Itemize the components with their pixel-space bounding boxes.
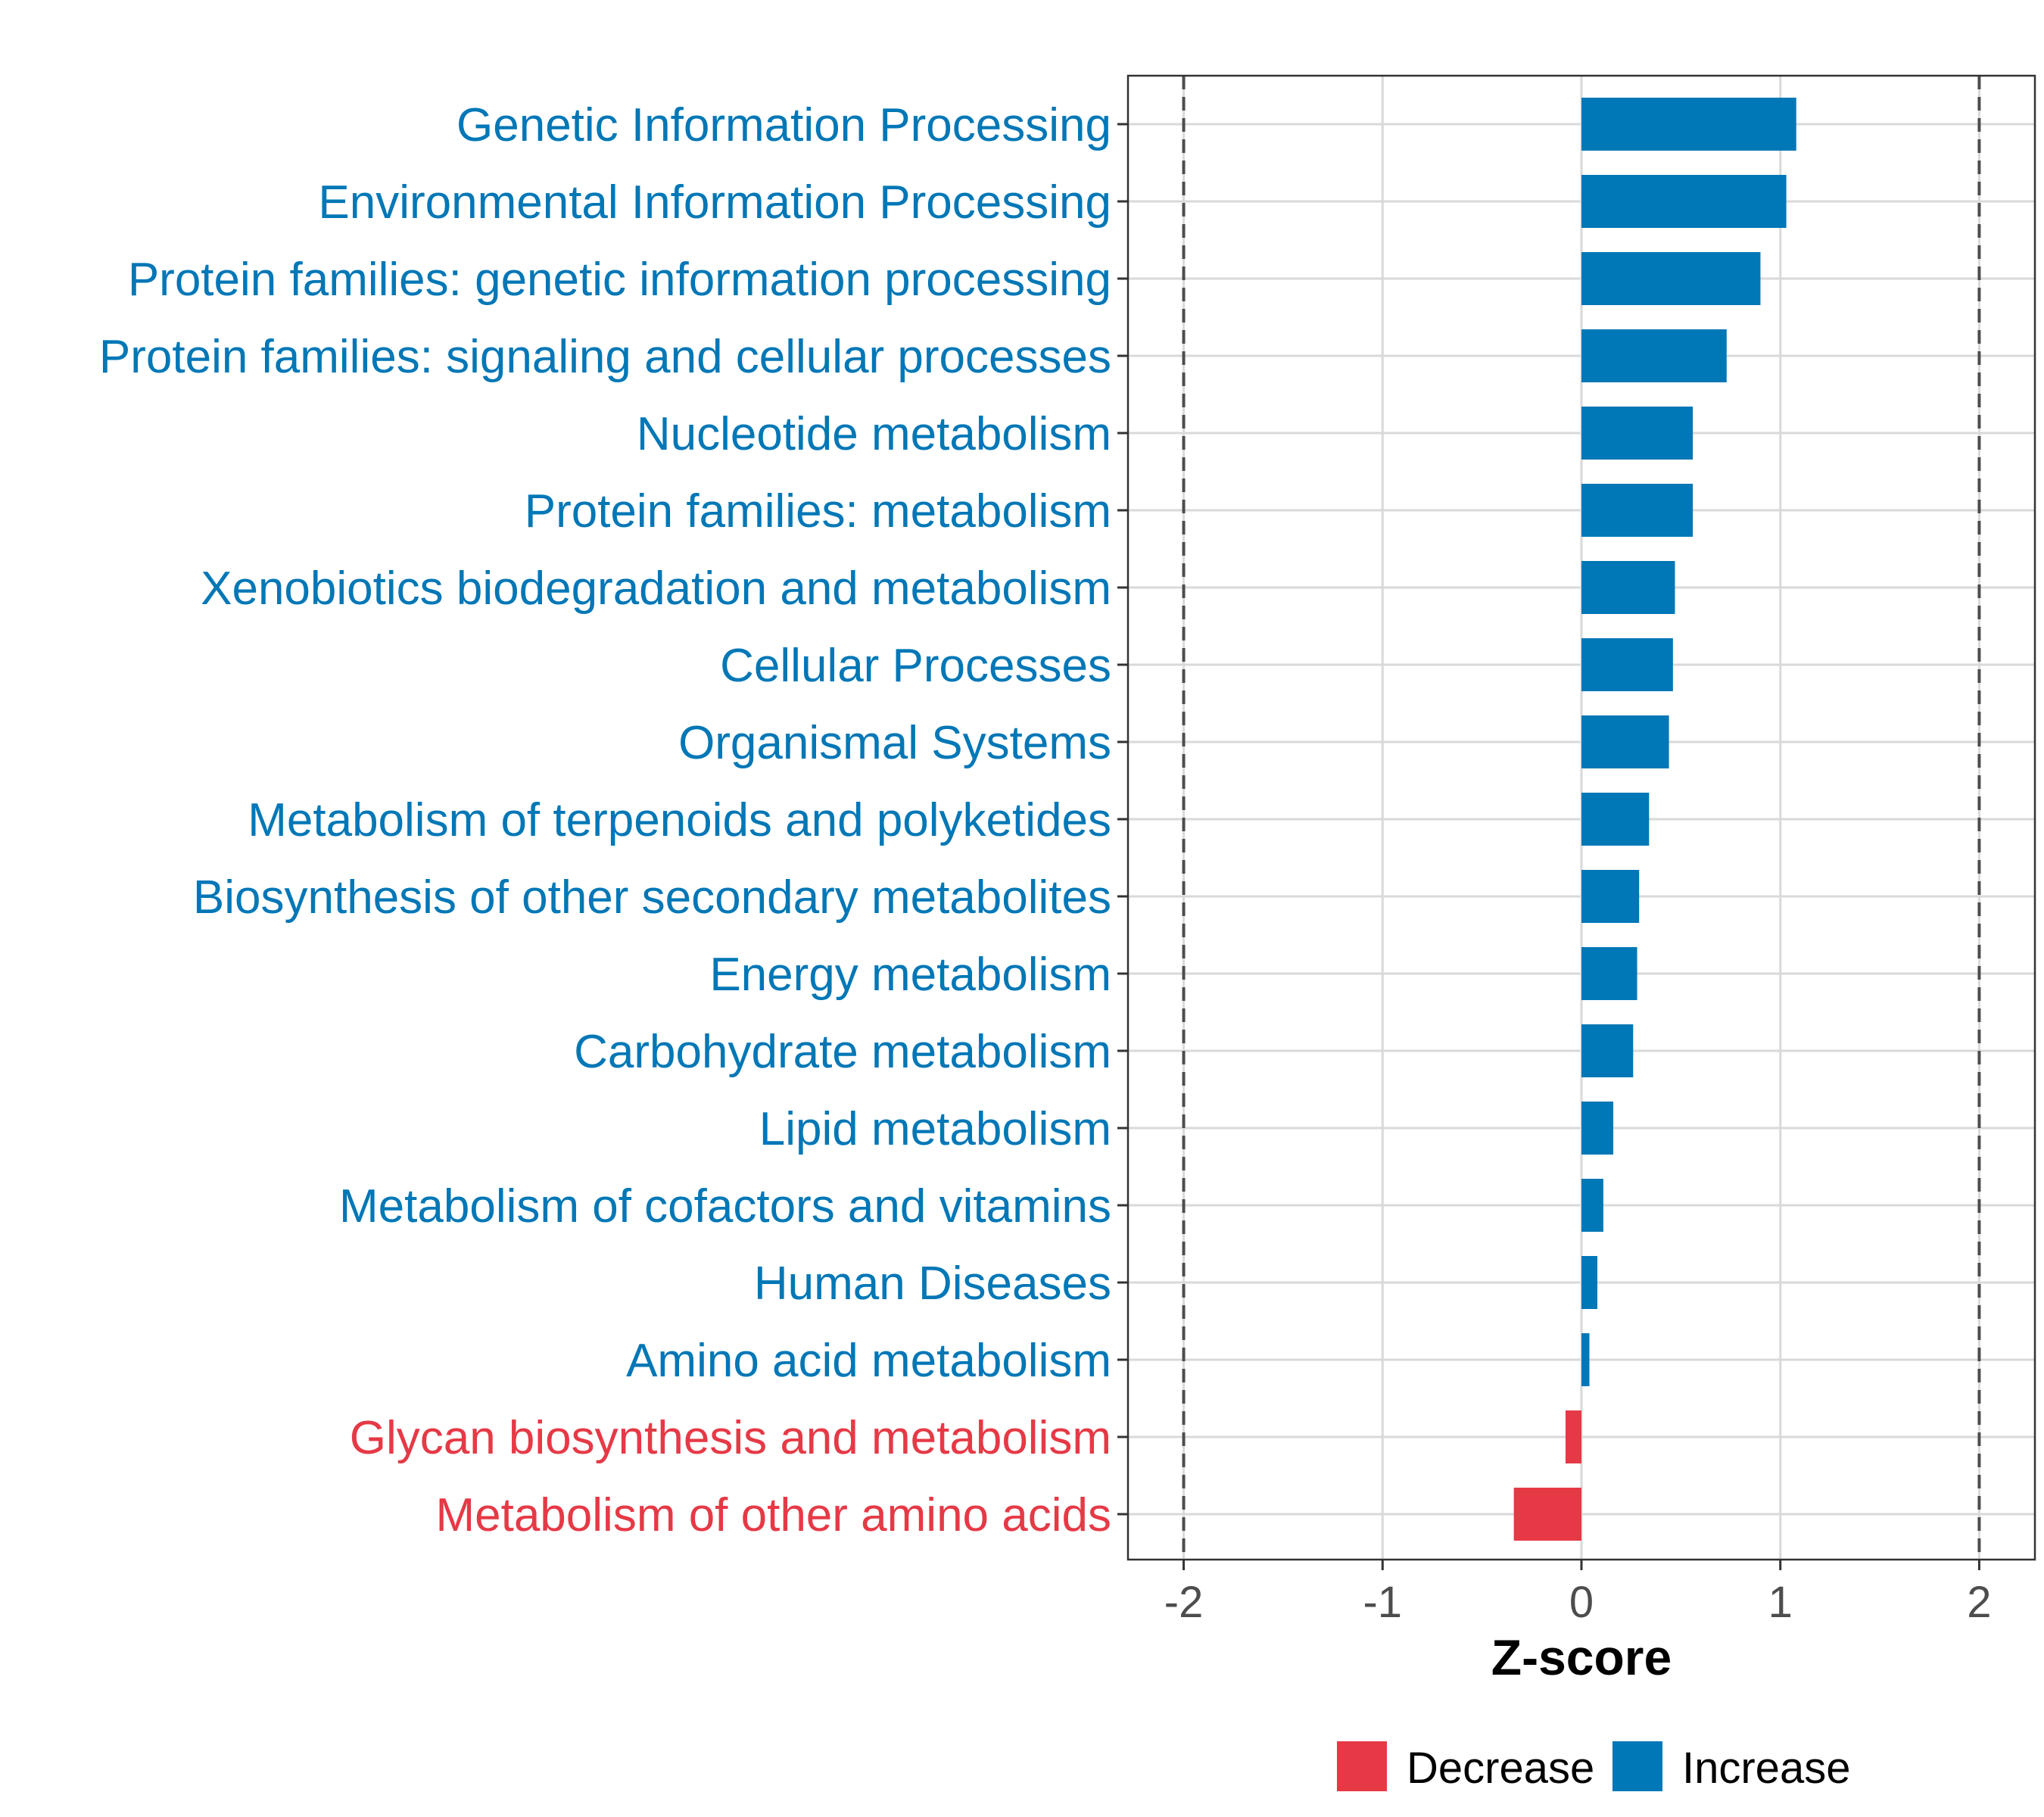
bar-amino-acid-metabolism bbox=[1581, 1333, 1590, 1386]
bar-nucleotide-metabolism bbox=[1581, 407, 1693, 460]
x-tick-label: 1 bbox=[1768, 1578, 1793, 1627]
legend-swatch-decrease bbox=[1337, 1741, 1387, 1791]
bar-metabolism-of-other-amino-acids bbox=[1513, 1488, 1581, 1541]
category-label-carbohydrate-metabolism: Carbohydrate metabolism bbox=[574, 1026, 1111, 1078]
category-label-amino-acid-metabolism: Amino acid metabolism bbox=[626, 1335, 1111, 1387]
category-label-metabolism-of-terpenoids-and-polyketides: Metabolism of terpenoids and polyketides bbox=[248, 794, 1111, 846]
threshold-lines bbox=[1182, 76, 1981, 1560]
category-label-lipid-metabolism: Lipid metabolism bbox=[759, 1103, 1111, 1155]
y-axis-ticks bbox=[1117, 123, 1128, 1516]
category-label-glycan-biosynthesis-and-metabolism: Glycan biosynthesis and metabolism bbox=[350, 1412, 1111, 1464]
x-axis-title: Z-score bbox=[1491, 1629, 1672, 1685]
bar-cellular-processes bbox=[1581, 638, 1673, 691]
bar-lipid-metabolism bbox=[1581, 1102, 1614, 1155]
bar-metabolism-of-cofactors-and-vitamins bbox=[1581, 1179, 1603, 1232]
legend-label-increase: Increase bbox=[1682, 1744, 1850, 1793]
category-label-genetic-information-processing: Genetic Information Processing bbox=[456, 99, 1111, 151]
bar-energy-metabolism bbox=[1581, 947, 1637, 1000]
bar-xenobiotics-biodegradation-and-metabolism bbox=[1581, 561, 1675, 614]
category-label-energy-metabolism: Energy metabolism bbox=[709, 949, 1111, 1001]
x-axis-ticks: -2 -1 0 1 2 bbox=[1164, 1560, 1992, 1627]
x-tick-label: 2 bbox=[1967, 1578, 1991, 1627]
y-axis-category-labels: Genetic Information Processing Environmen… bbox=[99, 99, 1111, 1541]
category-label-protein-families-signaling-and-cellular-processes: Protein families: signaling and cellular… bbox=[99, 331, 1111, 383]
bar-human-diseases bbox=[1581, 1256, 1598, 1309]
bars bbox=[1513, 98, 1796, 1541]
legend-swatch-increase bbox=[1612, 1741, 1662, 1791]
bar-organismal-systems bbox=[1581, 715, 1669, 768]
category-label-metabolism-of-cofactors-and-vitamins: Metabolism of cofactors and vitamins bbox=[339, 1180, 1111, 1233]
bar-glycan-biosynthesis-and-metabolism bbox=[1565, 1410, 1581, 1463]
category-label-protein-families-genetic-information-processing: Protein families: genetic information pr… bbox=[128, 254, 1111, 306]
legend: Decrease Increase bbox=[1337, 1741, 1850, 1793]
bar-protein-families-genetic-information-processing bbox=[1581, 252, 1761, 305]
bar-environmental-information-processing bbox=[1581, 175, 1787, 228]
category-label-protein-families-metabolism: Protein families: metabolism bbox=[525, 485, 1111, 538]
x-tick-label: -2 bbox=[1164, 1578, 1204, 1627]
category-label-human-diseases: Human Diseases bbox=[754, 1258, 1111, 1310]
category-label-xenobiotics-biodegradation-and-metabolism: Xenobiotics biodegradation and metabolis… bbox=[201, 563, 1111, 615]
category-label-biosynthesis-of-other-secondary-metabolites: Biosynthesis of other secondary metaboli… bbox=[193, 871, 1111, 924]
category-label-nucleotide-metabolism: Nucleotide metabolism bbox=[637, 408, 1111, 460]
legend-label-decrease: Decrease bbox=[1407, 1744, 1594, 1793]
category-label-environmental-information-processing: Environmental Information Processing bbox=[318, 176, 1111, 229]
bar-genetic-information-processing bbox=[1581, 98, 1796, 151]
bar-metabolism-of-terpenoids-and-polyketides bbox=[1581, 793, 1650, 846]
x-tick-label: 0 bbox=[1569, 1578, 1594, 1627]
category-label-cellular-processes: Cellular Processes bbox=[720, 640, 1111, 692]
category-label-organismal-systems: Organismal Systems bbox=[678, 717, 1111, 769]
x-tick-label: -1 bbox=[1363, 1578, 1402, 1627]
bar-carbohydrate-metabolism bbox=[1581, 1024, 1634, 1077]
category-label-metabolism-of-other-amino-acids: Metabolism of other amino acids bbox=[435, 1489, 1111, 1541]
bar-biosynthesis-of-other-secondary-metabolites bbox=[1581, 870, 1640, 923]
bar-protein-families-signaling-and-cellular-processes bbox=[1581, 329, 1727, 382]
bar-protein-families-metabolism bbox=[1581, 484, 1693, 537]
